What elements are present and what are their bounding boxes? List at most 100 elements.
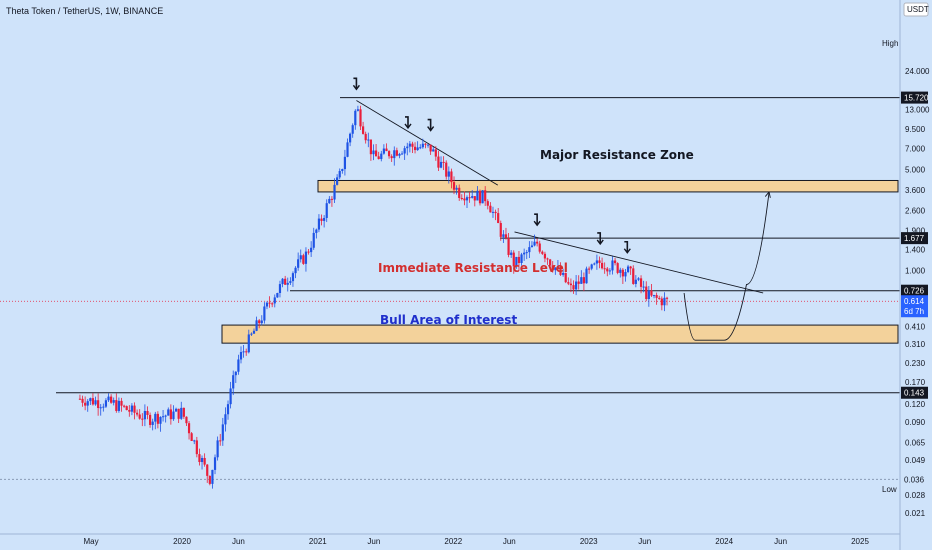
candle-body [159, 416, 162, 424]
candle-body [141, 418, 144, 420]
candle-body [486, 201, 489, 206]
candle-body [164, 415, 167, 417]
candle-body [619, 269, 622, 273]
candle-body [294, 267, 297, 274]
candle-body [208, 475, 211, 484]
candle-body [245, 351, 248, 353]
candle-body [299, 255, 302, 260]
candle-body [413, 146, 417, 151]
candle-body [637, 278, 640, 280]
candle-body [572, 285, 575, 290]
candle-body [421, 143, 424, 148]
level-badge-label: 0.726 [904, 287, 925, 296]
candle-body [117, 400, 121, 411]
candle-body [172, 411, 175, 420]
candle-body [221, 424, 224, 441]
trendline [514, 231, 764, 294]
candle-body [450, 171, 453, 183]
x-tick-label: 2020 [173, 537, 191, 546]
candle-body [406, 146, 409, 149]
candle-body [600, 262, 604, 269]
candle-body [78, 398, 82, 400]
candle-body [198, 454, 201, 463]
candle-body [660, 298, 663, 306]
candle-body [639, 278, 643, 287]
candle-body [616, 263, 619, 273]
candle-body [138, 414, 141, 419]
zone-rect [317, 179, 899, 193]
level-badge-label: 0.036 [904, 475, 925, 484]
candle-body [364, 133, 367, 141]
candle-body [455, 187, 458, 190]
candle-body [434, 149, 437, 157]
candle-body [408, 143, 411, 147]
candle-body [642, 286, 645, 288]
y-tick-label: 5.000 [905, 166, 926, 175]
candle-body [354, 110, 357, 126]
candle-body [551, 265, 554, 271]
x-tick-label: Jun [503, 537, 516, 546]
candle-body [369, 139, 372, 155]
candle-body [247, 334, 250, 353]
candle-body [520, 254, 523, 263]
candle-body [307, 251, 310, 253]
candle-body [177, 408, 180, 419]
candle-body [491, 211, 495, 213]
candle-body [315, 229, 318, 233]
candle-body [634, 279, 637, 284]
candle-body [273, 297, 276, 304]
peak-markers-layer [352, 77, 631, 254]
price-axis[interactable]: USDT High Low 24.000 13.000 9.500 7.000 5.00… [882, 0, 930, 550]
candle-body [154, 413, 157, 422]
candle-body [385, 148, 388, 152]
candle-body [213, 457, 217, 470]
candle-body [374, 150, 378, 157]
y-tick-label: 0.065 [905, 438, 926, 447]
level-badge [901, 232, 928, 245]
low-label: Low [882, 485, 897, 494]
candle-body [289, 281, 292, 283]
candle-body [626, 266, 630, 273]
candle-body [291, 273, 295, 282]
x-tick-label: 2023 [580, 537, 598, 546]
candle-body [325, 203, 328, 218]
currency-button[interactable] [903, 2, 929, 17]
candle-body [102, 406, 105, 408]
candle-body [84, 402, 87, 406]
candle-body [538, 243, 541, 252]
candle-body [463, 198, 466, 201]
candle-body [437, 156, 440, 168]
candle-body [187, 423, 191, 434]
candle-body [193, 440, 196, 442]
candle-body [645, 286, 648, 300]
candle-body [216, 440, 219, 458]
y-tick-label: 0.170 [905, 378, 926, 387]
candle-body [403, 148, 406, 154]
candle-body [387, 151, 391, 157]
candle-body [489, 205, 492, 213]
candle-body [585, 268, 588, 284]
y-tick-label: 0.049 [905, 456, 926, 465]
candle-body [575, 281, 578, 290]
candle-body [554, 267, 557, 271]
candle-body [361, 126, 365, 134]
x-tick-label: Jun [638, 537, 651, 546]
current-price-label: 0.614 [904, 297, 925, 306]
candle-body [468, 197, 471, 199]
candle-body [107, 396, 110, 401]
candle-body [120, 400, 123, 406]
candle-body [203, 457, 206, 465]
candle-body [603, 268, 606, 270]
candle-body [471, 196, 474, 198]
candle-body [606, 268, 609, 272]
candle-body [219, 440, 222, 442]
candle-body [608, 270, 611, 272]
y-tick-label: 24.000 [905, 67, 930, 76]
time-axis[interactable]: May 2020 Jun 2021 Jun 2022 Jun 2023 Jun 2024 Jun 20… [0, 533, 900, 546]
candle-body [81, 398, 84, 403]
candle-body [424, 143, 427, 145]
level-badge-label: 15.720 [904, 94, 929, 103]
candle-body [484, 190, 487, 202]
